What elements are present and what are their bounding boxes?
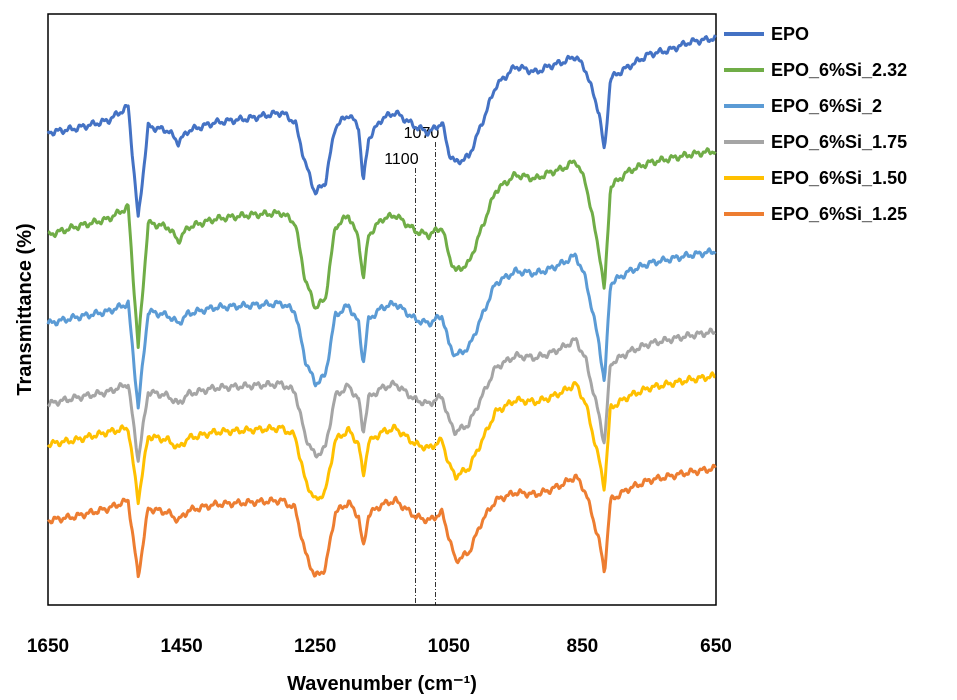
legend-label-4: EPO_6%Si_1.50 xyxy=(771,168,907,188)
series-lines xyxy=(46,34,717,579)
legend-label-5: EPO_6%Si_1.25 xyxy=(771,204,907,224)
annotation-label-1100: 1100 xyxy=(384,151,419,168)
x-tick-label: 1050 xyxy=(428,636,470,657)
series-line-3 xyxy=(47,327,716,463)
legend: EPO EPO_6%Si_2.32 EPO_6%Si_2 EPO_6%Si_1.75 E… xyxy=(724,24,907,224)
legend-label-2: EPO_6%Si_2 xyxy=(771,96,882,116)
legend-label-3: EPO_6%Si_1.75 xyxy=(771,132,907,152)
series-line-4 xyxy=(46,371,716,506)
plot-frame xyxy=(47,13,717,606)
series-line-2 xyxy=(46,247,717,410)
x-tick-label: 1450 xyxy=(160,636,202,657)
legend-label-0: EPO xyxy=(771,24,809,44)
x-tick-label: 650 xyxy=(700,636,732,657)
series-line-1 xyxy=(47,147,717,349)
x-tick-label: 1250 xyxy=(294,636,336,657)
series-line-5 xyxy=(47,463,717,579)
x-tick-labels: 1650 1450 1250 1050 850 650 xyxy=(27,636,732,657)
series-line-0 xyxy=(46,34,717,218)
x-tick-label: 1650 xyxy=(27,636,69,657)
x-tick-label: 850 xyxy=(567,636,599,657)
x-axis-title: Wavenumber (cm⁻¹) xyxy=(287,673,477,695)
y-axis-title: Transmittance (%) xyxy=(14,223,36,395)
legend-label-1: EPO_6%Si_2.32 xyxy=(771,60,907,80)
